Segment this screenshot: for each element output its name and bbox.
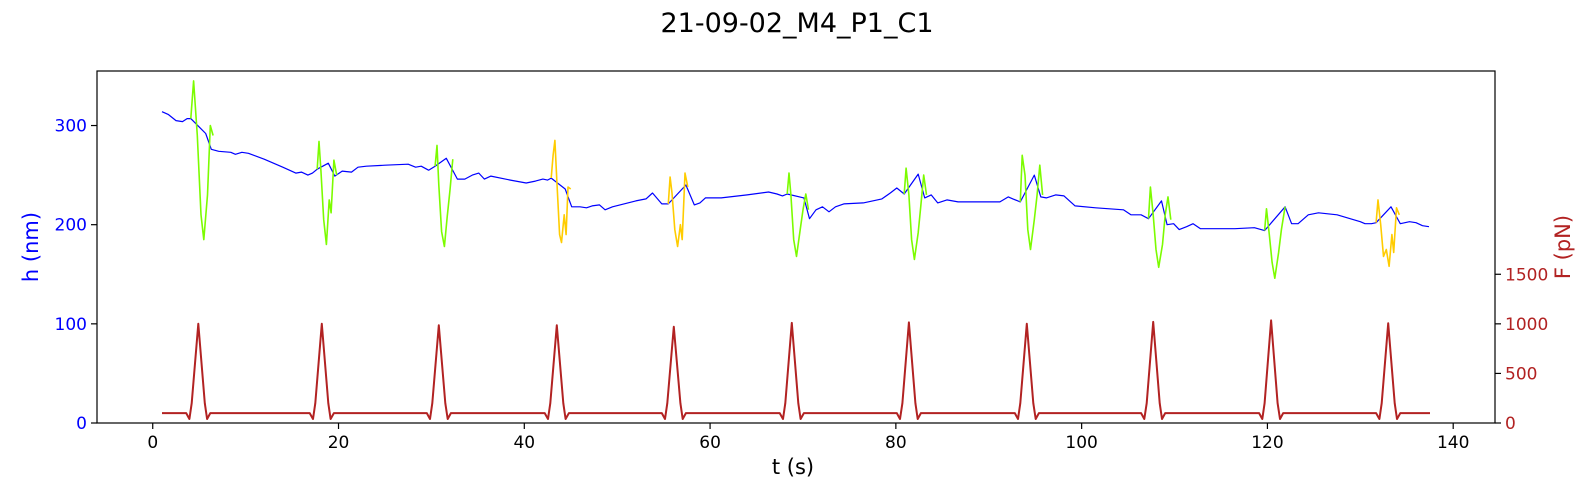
y-axis-right: 0 500 1000 1500 <box>1495 265 1548 434</box>
compression-segment-2 <box>316 140 338 246</box>
compression-segment-8 <box>1019 154 1044 251</box>
x-axis: 0 20 40 60 80 100 120 140 <box>147 423 1469 453</box>
x-axis-label: t (s) <box>772 455 814 479</box>
y-right-tick-label: 0 <box>1505 414 1516 434</box>
series-group <box>161 80 1430 420</box>
force-series-line <box>162 319 1430 420</box>
x-tick-label: 120 <box>1251 433 1283 453</box>
y-left-tick-label: 300 <box>55 117 87 137</box>
compression-segment-6 <box>786 172 810 258</box>
compression-segment-9 <box>1147 186 1172 269</box>
y-axis-left-label: h (nm) <box>19 212 43 282</box>
x-tick-label: 80 <box>885 433 907 453</box>
compression-segment-5 <box>667 172 689 248</box>
compression-segment-1 <box>190 80 214 241</box>
y-axis-left: 0 100 200 300 <box>55 117 97 434</box>
y-left-tick-label: 100 <box>55 315 87 335</box>
compression-segment-11 <box>1375 199 1401 268</box>
y-right-tick-label: 1500 <box>1505 265 1548 285</box>
compression-segment-4 <box>550 139 572 244</box>
y-right-tick-label: 1000 <box>1505 315 1548 335</box>
x-tick-label: 100 <box>1065 433 1097 453</box>
y-right-tick-label: 500 <box>1505 364 1537 384</box>
height-baseline-line <box>161 111 1430 232</box>
x-tick-label: 140 <box>1437 433 1469 453</box>
x-tick-label: 40 <box>513 433 535 453</box>
compression-segment-10 <box>1263 206 1286 279</box>
y-left-tick-label: 200 <box>55 216 87 236</box>
compression-segment-7 <box>903 167 928 261</box>
y-axis-right-label: F (pN) <box>1551 215 1575 279</box>
plot-frame <box>96 70 1496 424</box>
x-tick-label: 0 <box>147 433 158 453</box>
x-tick-label: 20 <box>328 433 350 453</box>
y-left-tick-label: 0 <box>76 414 87 434</box>
compression-segment-3 <box>434 144 454 248</box>
x-tick-label: 60 <box>699 433 721 453</box>
chart-title: 21-09-02_M4_P1_C1 <box>660 8 933 39</box>
